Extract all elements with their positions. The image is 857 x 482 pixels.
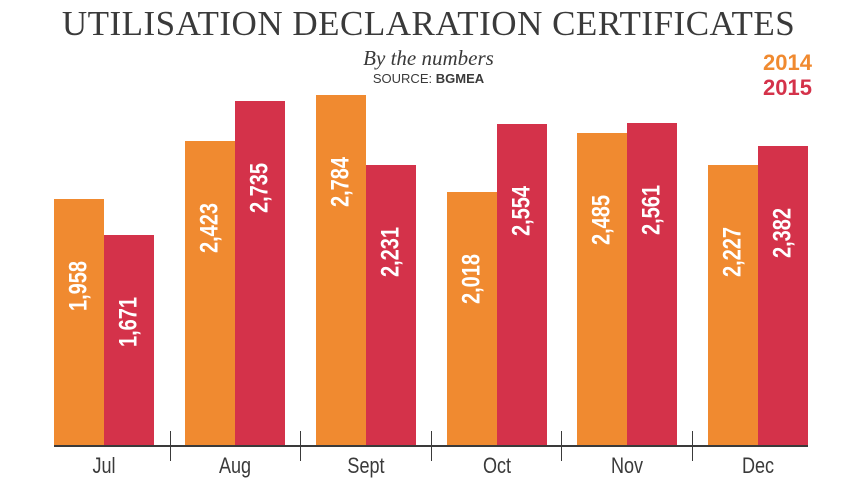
chart-title: UTILISATION DECLARATION CERTIFICATES <box>61 4 796 43</box>
x-label-jul: Jul <box>92 453 116 478</box>
bar-aug-2014: 2,423 <box>185 141 235 446</box>
x-label-aug: Aug <box>218 453 252 478</box>
bar-value-label: 2,227 <box>718 226 747 277</box>
chart-source: SOURCE: BGMEA <box>0 71 857 86</box>
x-label-oct: Oct <box>482 453 512 478</box>
bar-value-label: 2,784 <box>326 156 355 207</box>
source-name: BGMEA <box>435 71 485 86</box>
x-label-nov: Nov <box>610 453 644 478</box>
x-label-dec: Dec <box>741 453 775 478</box>
bar-dec-2015: 2,382 <box>758 146 808 446</box>
bar-jul-2014: 1,958 <box>54 199 104 446</box>
bar-dec-2014: 2,227 <box>708 165 758 446</box>
bar-value-label: 2,735 <box>245 162 274 213</box>
bar-aug-2015: 2,735 <box>235 101 285 446</box>
bar-oct-2014: 2,018 <box>447 192 497 446</box>
bar-oct-2015: 2,554 <box>497 124 547 446</box>
bar-jul-2015: 1,671 <box>104 235 154 446</box>
legend-2015: 2015 <box>763 75 812 100</box>
axis-tick <box>692 431 693 461</box>
chart-subtitle: By the numbers <box>363 46 494 70</box>
source-label: SOURCE: <box>372 71 433 86</box>
bar-value-label: 2,561 <box>637 184 666 235</box>
bar-value-label: 2,018 <box>457 253 486 304</box>
bar-value-label: 2,554 <box>507 185 536 236</box>
bar-value-label: 2,485 <box>587 194 616 245</box>
bar-nov-2015: 2,561 <box>627 123 677 446</box>
axis-tick <box>431 431 432 461</box>
bar-nov-2014: 2,485 <box>577 133 627 446</box>
bar-value-label: 2,382 <box>768 207 797 258</box>
axis-tick <box>561 431 562 461</box>
axis-tick <box>170 431 171 461</box>
legend-2014: 2014 <box>763 50 812 75</box>
bar-sept-2014: 2,784 <box>316 95 366 446</box>
bar-value-label: 2,231 <box>376 226 405 277</box>
bar-value-label: 1,958 <box>64 260 93 311</box>
bar-sept-2015: 2,231 <box>366 165 416 446</box>
legend: 2014 2015 <box>757 50 812 100</box>
axis-tick <box>300 431 301 461</box>
x-label-sept: Sept <box>347 453 385 478</box>
bar-value-label: 1,671 <box>114 296 143 347</box>
bar-value-label: 2,423 <box>195 202 224 253</box>
